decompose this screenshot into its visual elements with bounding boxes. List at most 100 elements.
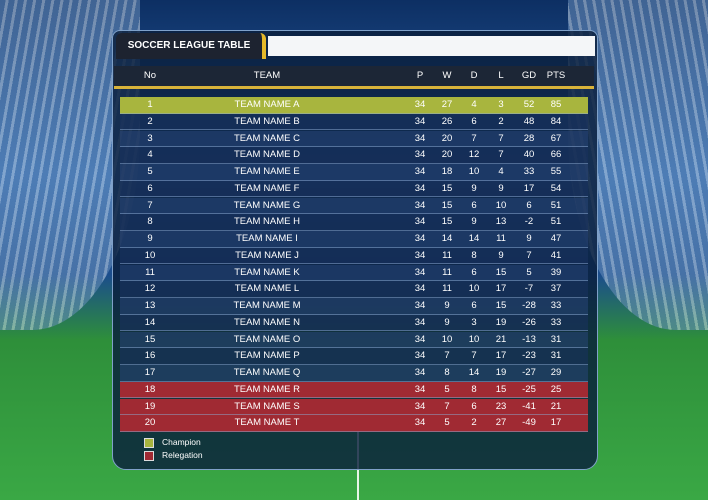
- legend-label: Relegation: [162, 450, 203, 460]
- table-cell: 34: [414, 249, 426, 261]
- table-cell: 12: [144, 283, 156, 295]
- table-cell: 34: [414, 233, 426, 244]
- table-cell: 19: [495, 367, 507, 378]
- table-cell: 17: [550, 417, 562, 429]
- table-cell: 34: [414, 283, 426, 295]
- table-cell: 6: [471, 199, 477, 211]
- table-row: [120, 281, 588, 298]
- table-cell: 34: [414, 300, 426, 311]
- team-name: TEAM NAME A: [234, 99, 300, 110]
- table-cell: 8: [444, 367, 450, 378]
- table-row: [120, 113, 588, 131]
- table-cell: 6: [471, 300, 477, 311]
- table-cell: 15: [441, 182, 453, 194]
- table-row: [120, 214, 588, 231]
- table-cell: 9: [471, 216, 477, 228]
- table-cell: 6: [526, 199, 532, 211]
- table-cell: 27: [495, 417, 507, 429]
- table-cell: 10: [441, 333, 453, 345]
- table-cell: 9: [526, 233, 532, 244]
- table-cell: 34: [414, 199, 426, 211]
- table-cell: 26: [441, 115, 453, 127]
- team-name: TEAM NAME S: [234, 400, 300, 412]
- team-name: TEAM NAME N: [234, 316, 300, 328]
- table-cell: 10: [495, 199, 507, 211]
- table-cell: 18: [144, 383, 156, 395]
- table-cell: 13: [144, 300, 156, 311]
- table-cell: 4: [471, 99, 477, 110]
- table-cell: 34: [414, 333, 426, 345]
- table-cell: 15: [144, 333, 156, 345]
- table-cell: -25: [522, 383, 536, 395]
- table-cell: 11: [442, 249, 452, 261]
- table-cell: 3: [471, 316, 477, 328]
- table-cell: 23: [495, 400, 507, 412]
- title: SOCCER LEAGUE TABLE: [116, 33, 266, 59]
- table-cell: 6: [471, 115, 477, 127]
- table-cell: -13: [522, 333, 536, 345]
- table-cell: 55: [550, 166, 562, 177]
- table-row: [120, 180, 588, 198]
- table-cell: 34: [414, 115, 426, 127]
- table-cell: 2: [147, 115, 153, 127]
- team-name: TEAM NAME K: [234, 266, 300, 278]
- table-row: [120, 298, 588, 315]
- table-cell: 14: [441, 233, 453, 244]
- table-row: [120, 164, 588, 181]
- table-cell: 2: [498, 115, 504, 127]
- team-name: TEAM NAME I: [236, 233, 298, 244]
- legend-swatch: [144, 438, 154, 448]
- table-cell: 9: [498, 182, 504, 194]
- table-cell: 34: [414, 367, 426, 378]
- column-header: P: [416, 70, 424, 81]
- team-name: TEAM NAME Q: [233, 367, 301, 378]
- table-cell: 25: [550, 383, 562, 395]
- table-cell: 9: [444, 316, 450, 328]
- table-cell: 16: [144, 350, 156, 362]
- table-cell: 7: [444, 400, 450, 412]
- table-cell: 41: [550, 249, 562, 261]
- table-cell: -27: [522, 367, 536, 378]
- team-name: TEAM NAME L: [234, 283, 300, 295]
- table-cell: 67: [550, 132, 562, 144]
- column-header: TEAM: [253, 70, 281, 81]
- table-cell: 34: [414, 400, 426, 412]
- table-cell: 11: [442, 283, 452, 295]
- table-cell: 11: [496, 233, 506, 244]
- table-row: [120, 365, 588, 382]
- table-cell: 17: [495, 350, 507, 362]
- table-cell: 5: [147, 166, 153, 177]
- table-cell: 66: [550, 149, 562, 161]
- team-name: TEAM NAME B: [234, 115, 300, 127]
- team-name: TEAM NAME F: [234, 182, 300, 194]
- table-cell: 7: [444, 350, 450, 362]
- table-cell: 31: [550, 333, 562, 345]
- table-cell: -2: [524, 216, 534, 228]
- table-cell: 84: [550, 115, 562, 127]
- table-cell: 6: [471, 266, 477, 278]
- table-cell: 14: [468, 233, 480, 244]
- table-cell: 5: [444, 417, 450, 429]
- table-row: [120, 331, 588, 348]
- table-header: [114, 66, 594, 89]
- team-name: TEAM NAME R: [234, 383, 300, 395]
- team-name: TEAM NAME H: [234, 216, 300, 228]
- table-cell: 2: [471, 417, 477, 429]
- table-cell: -28: [522, 300, 536, 311]
- table-cell: 52: [523, 99, 535, 110]
- table-cell: 17: [495, 283, 507, 295]
- table-cell: 17: [523, 182, 535, 194]
- title-bar: [268, 36, 595, 56]
- table-cell: 34: [414, 417, 426, 429]
- team-name: TEAM NAME J: [235, 249, 299, 261]
- table-cell: 39: [550, 266, 562, 278]
- table-cell: 4: [147, 149, 153, 161]
- table-cell: 14: [468, 367, 480, 378]
- table-cell: 7: [471, 132, 477, 144]
- table-cell: 19: [495, 316, 507, 328]
- table-cell: 7: [526, 249, 532, 261]
- team-name: TEAM NAME G: [233, 199, 301, 211]
- team-name: TEAM NAME O: [233, 333, 301, 345]
- table-cell: 34: [414, 266, 426, 278]
